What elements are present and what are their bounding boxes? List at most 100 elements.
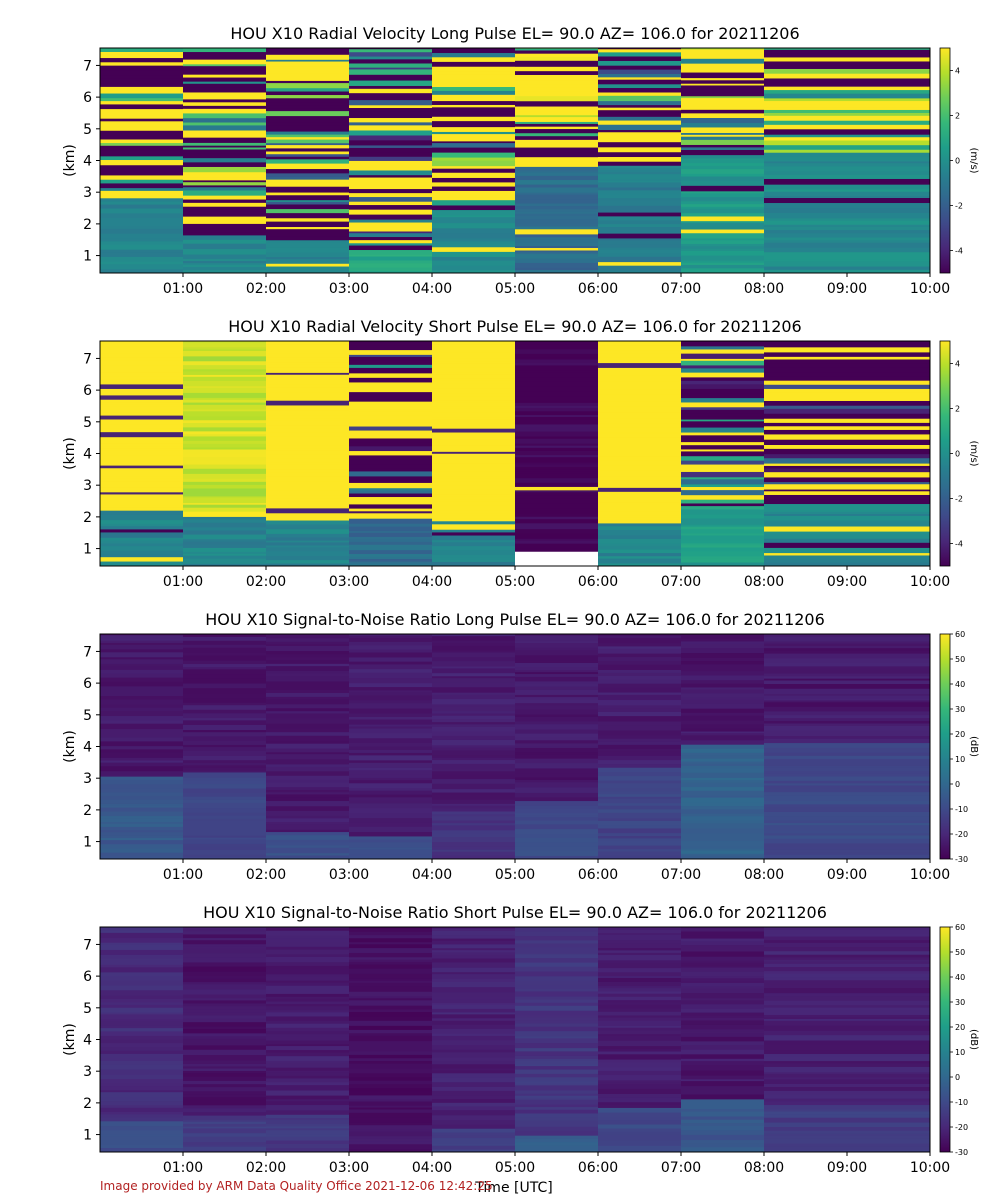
colorbar-tick-label: 10 <box>955 1048 965 1057</box>
heatmap-cell <box>681 134 765 137</box>
heatmap-cell <box>266 208 350 214</box>
heatmap-cell <box>349 239 433 244</box>
heatmap-cell <box>681 688 765 694</box>
heatmap-cell <box>266 1133 350 1137</box>
heatmap-cell <box>515 348 599 354</box>
heatmap-cell <box>681 534 765 541</box>
heatmap-cell <box>515 739 599 744</box>
y-tick-label: 7 <box>83 937 92 953</box>
x-tick-label: 04:00 <box>412 281 452 297</box>
heatmap-cell <box>349 773 433 778</box>
heatmap-cell <box>432 1128 516 1133</box>
heatmap-cell <box>349 421 433 427</box>
heatmap-cell <box>598 1011 682 1016</box>
heatmap-cell <box>764 552 930 556</box>
y-tick-label: 2 <box>83 217 92 233</box>
heatmap-cell <box>349 396 433 400</box>
y-tick-label: 4 <box>83 740 92 756</box>
heatmap-cell <box>100 445 184 449</box>
heatmap-cell <box>100 383 184 389</box>
heatmap-cell <box>432 731 516 736</box>
heatmap-cell <box>681 1080 765 1087</box>
heatmap-cell <box>266 1119 350 1125</box>
heatmap-cell <box>598 694 682 701</box>
heatmap-cell <box>266 136 350 140</box>
heatmap-cell <box>100 638 184 641</box>
heatmap-cell <box>432 451 516 454</box>
heatmap-cell <box>681 988 765 994</box>
heatmap-cell <box>266 1062 350 1068</box>
heatmap-cell <box>349 74 433 79</box>
heatmap-cell <box>266 72 350 77</box>
heatmap-cell <box>266 993 350 997</box>
heatmap-cell <box>681 640 765 644</box>
heatmap-cell <box>432 505 516 511</box>
heatmap-cell <box>349 139 433 146</box>
heatmap-cell <box>432 168 516 173</box>
heatmap-cell <box>432 480 516 486</box>
heatmap-cell <box>183 108 267 111</box>
heatmap-cell <box>681 980 765 983</box>
heatmap-cell <box>764 81 930 87</box>
heatmap-cell <box>515 1019 599 1024</box>
colorbar-tick-label: -30 <box>955 855 968 864</box>
heatmap-cell <box>515 979 599 985</box>
heatmap-cell <box>183 189 267 196</box>
heatmap-cell <box>432 1035 516 1041</box>
heatmap-cell <box>515 494 599 499</box>
heatmap-cell <box>266 199 350 202</box>
x-tick-label: 08:00 <box>744 1160 784 1176</box>
heatmap-cell <box>183 497 267 503</box>
heatmap-cell <box>100 359 184 366</box>
heatmap-cell <box>266 1127 350 1131</box>
heatmap-cell <box>432 1049 516 1053</box>
y-tick-label: 6 <box>83 383 92 399</box>
heatmap-cell <box>266 186 350 191</box>
heatmap-cell <box>349 985 433 992</box>
heatmap-cell <box>432 269 516 273</box>
heatmap-cell <box>681 956 765 961</box>
heatmap-cell <box>681 528 765 534</box>
heatmap-cell <box>598 487 682 492</box>
heatmap-cell <box>432 462 516 468</box>
heatmap-cell <box>598 95 682 102</box>
heatmap-cell <box>764 488 930 492</box>
heatmap-cell <box>681 215 765 222</box>
heatmap-cell <box>100 813 184 817</box>
heatmap-cell <box>183 952 267 958</box>
heatmap-cell <box>598 750 682 756</box>
heatmap-cell <box>598 645 682 649</box>
heatmap-cell <box>349 1062 433 1069</box>
heatmap-cell <box>100 710 184 717</box>
heatmap-cell <box>349 508 433 512</box>
heatmap-cell <box>681 146 765 150</box>
heatmap-cell <box>515 942 599 948</box>
heatmap-cell <box>349 204 433 210</box>
heatmap-cell <box>432 675 516 679</box>
heatmap-cell <box>100 1091 184 1097</box>
heatmap-cell <box>266 656 350 661</box>
heatmap-cell <box>598 711 682 717</box>
heatmap-cell <box>764 405 930 409</box>
heatmap-cell <box>515 805 599 809</box>
heatmap-cell <box>183 48 267 53</box>
heatmap-cell <box>349 192 433 198</box>
heatmap-cell <box>432 190 516 196</box>
heatmap-cell <box>432 1135 516 1139</box>
heatmap-cell <box>764 265 930 270</box>
heatmap-cell <box>598 522 682 527</box>
heatmap-cell <box>764 429 930 435</box>
heatmap-cell <box>598 111 682 117</box>
heatmap-cell <box>349 754 433 761</box>
heatmap-cell <box>183 677 267 684</box>
heatmap-cell <box>349 152 433 157</box>
heatmap-cell <box>764 1135 930 1139</box>
heatmap-cell <box>515 450 599 456</box>
heatmap-cell <box>432 770 516 775</box>
heatmap-cell <box>266 241 350 248</box>
heatmap-cell <box>432 721 516 725</box>
colorbar-tick-label: 10 <box>955 755 965 764</box>
heatmap-cell <box>100 249 184 253</box>
heatmap-cell <box>681 420 765 425</box>
heatmap-cell <box>681 84 765 89</box>
